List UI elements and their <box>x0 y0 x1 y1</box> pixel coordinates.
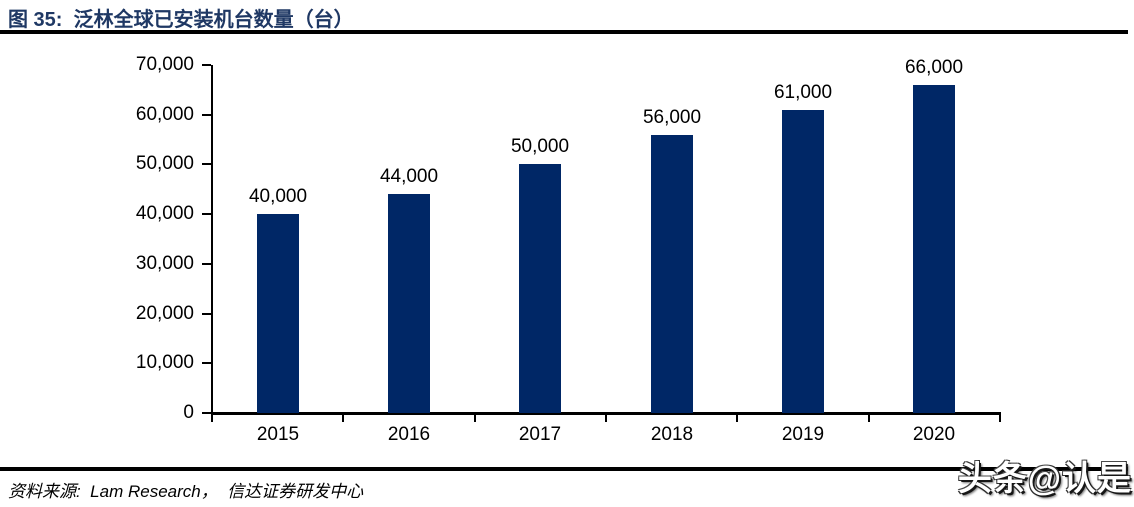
bar-2017 <box>519 164 561 413</box>
x-axis-category-label: 2020 <box>912 424 956 445</box>
x-axis-category-label: 2015 <box>256 424 300 445</box>
bar-value-label: 44,000 <box>379 166 439 187</box>
x-axis-category-label: 2018 <box>650 424 694 445</box>
y-axis-tick-label: 60,000 <box>135 104 194 125</box>
y-axis-tick <box>202 114 211 116</box>
title-divider-rule <box>0 30 1128 34</box>
y-axis-tick-label: 0 <box>183 402 194 423</box>
y-axis-tick <box>202 163 211 165</box>
figure-title: 图 35: 泛林全球已安装机台数量（台） <box>8 9 354 31</box>
bar-2016 <box>388 194 430 413</box>
x-axis-category-label: 2016 <box>387 424 431 445</box>
bar-2020 <box>913 85 955 413</box>
bar-value-label: 56,000 <box>642 107 702 128</box>
x-axis-category-label: 2019 <box>781 424 825 445</box>
bar-2018 <box>651 135 693 413</box>
y-axis-tick <box>202 213 211 215</box>
y-axis-tick <box>202 362 211 364</box>
y-axis-line <box>211 65 213 415</box>
bar-2015 <box>257 214 299 413</box>
y-axis-tick <box>202 313 211 315</box>
bar-value-label: 40,000 <box>248 186 308 207</box>
source-note: 资料来源: Lam Research， 信达证券研发中心 <box>8 482 364 501</box>
x-axis-category-label: 2017 <box>518 424 562 445</box>
x-axis-tick <box>868 415 870 422</box>
x-axis-tick <box>342 415 344 422</box>
y-axis-tick <box>202 412 211 414</box>
y-axis-tick-label: 30,000 <box>135 253 194 274</box>
bar-2019 <box>782 110 824 413</box>
y-axis-tick <box>202 263 211 265</box>
x-axis-tick <box>474 415 476 422</box>
y-axis-tick-label: 20,000 <box>135 303 194 324</box>
x-axis-tick <box>999 415 1001 422</box>
bar-value-label: 50,000 <box>510 136 570 157</box>
bar-value-label: 61,000 <box>773 82 833 103</box>
y-axis-tick <box>202 64 211 66</box>
y-axis-tick-label: 50,000 <box>135 153 194 174</box>
footer-divider-rule <box>0 467 1128 471</box>
y-axis-tick-label: 70,000 <box>135 54 194 75</box>
y-axis-tick-label: 40,000 <box>135 203 194 224</box>
y-axis-tick-label: 10,000 <box>135 352 194 373</box>
x-axis-tick <box>605 415 607 422</box>
x-axis-line <box>211 412 1001 415</box>
watermark: 头条@认是 <box>957 460 1132 498</box>
x-axis-tick <box>211 415 213 422</box>
bar-value-label: 66,000 <box>904 57 964 78</box>
x-axis-tick <box>736 415 738 422</box>
